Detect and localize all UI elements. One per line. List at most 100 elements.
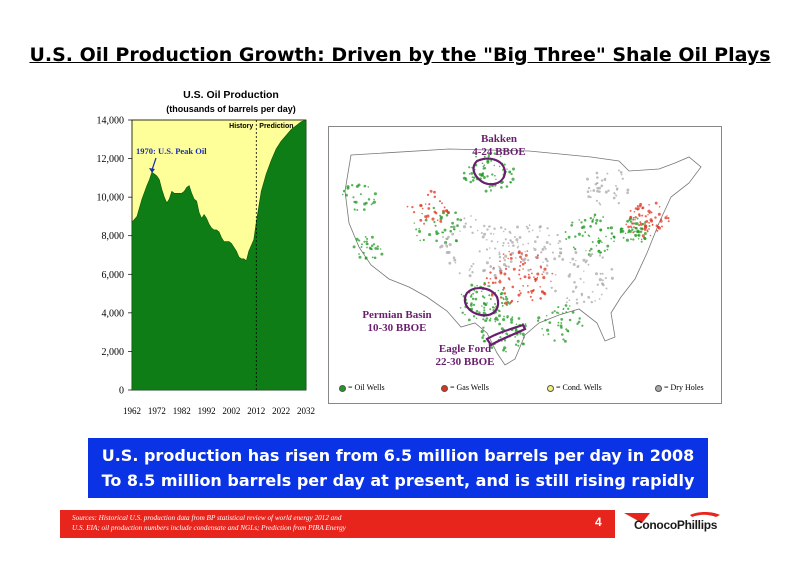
well-dot: [620, 173, 623, 176]
well-dot: [495, 178, 497, 181]
well-dot: [650, 219, 654, 223]
well-dot: [424, 215, 428, 219]
well-dot: [463, 217, 466, 220]
well-dot: [658, 206, 661, 208]
well-dot: [547, 333, 550, 336]
well-dot: [657, 212, 661, 216]
well-dot: [551, 272, 554, 275]
well-dot: [502, 257, 505, 259]
x-tick-label: 1992: [198, 406, 216, 416]
well-dot: [502, 253, 505, 255]
well-dot: [489, 271, 492, 274]
legend-cond-wells: = Cond. Wells: [547, 383, 602, 392]
well-dot: [488, 225, 491, 228]
well-dot: [425, 217, 428, 220]
well-dot: [605, 287, 608, 290]
well-dot: [595, 171, 599, 175]
well-dot: [371, 202, 374, 205]
well-dot: [485, 277, 488, 280]
bakken-name: Bakken: [480, 133, 518, 145]
well-dot: [483, 232, 487, 236]
well-dot: [531, 299, 534, 302]
y-tick-label: 2,000: [102, 347, 125, 358]
well-dot: [501, 340, 503, 343]
well-dot: [606, 172, 609, 175]
well-dot: [615, 187, 619, 191]
well-dot: [527, 276, 531, 280]
well-dot: [628, 218, 631, 222]
well-dot: [462, 225, 467, 229]
well-dot: [468, 166, 471, 169]
well-dot: [494, 316, 498, 320]
well-dot: [631, 228, 634, 231]
well-dot: [483, 155, 486, 158]
well-dot: [483, 282, 487, 286]
well-dot: [367, 198, 371, 201]
well-dot: [557, 306, 560, 309]
well-dot: [487, 285, 489, 287]
well-dot: [428, 203, 431, 206]
well-dot: [509, 239, 512, 242]
well-dot: [423, 222, 426, 225]
well-dot: [376, 247, 379, 251]
well-dot: [429, 189, 433, 193]
well-dot: [503, 272, 507, 276]
well-dot: [471, 179, 475, 182]
well-dot: [589, 225, 592, 228]
well-dot: [471, 297, 475, 301]
well-dot: [450, 225, 453, 228]
production-area: [131, 119, 307, 391]
well-dot: [660, 225, 664, 228]
well-dot: [445, 250, 449, 255]
well-dot: [533, 276, 535, 278]
well-dot: [634, 207, 638, 210]
well-dot: [527, 273, 530, 276]
well-dot: [586, 177, 589, 181]
well-dot: [560, 318, 564, 321]
well-dot: [530, 289, 533, 293]
well-dot: [527, 290, 530, 294]
well-dot: [518, 289, 521, 292]
well-dot: [494, 276, 498, 280]
well-dot: [470, 283, 474, 287]
well-dot: [448, 261, 452, 265]
well-dot: [487, 155, 490, 158]
well-dot: [617, 169, 621, 172]
well-dot: [507, 257, 509, 260]
well-dot: [610, 232, 614, 235]
well-dot: [453, 225, 456, 229]
well-dot: [490, 232, 492, 235]
well-dot: [533, 248, 537, 252]
well-dot: [576, 322, 579, 325]
well-dot: [484, 319, 487, 322]
well-dot: [473, 176, 476, 179]
well-dot: [524, 251, 526, 253]
well-dot: [615, 184, 617, 187]
well-dot: [598, 190, 601, 193]
well-dot: [528, 224, 531, 227]
well-dot: [599, 203, 602, 206]
well-dot: [510, 181, 512, 184]
well-dot: [521, 262, 525, 266]
well-dot: [580, 221, 583, 224]
well-dot: [565, 238, 568, 240]
permian-label: Permian Basin 10-30 BBOE: [347, 309, 447, 335]
well-dot: [454, 211, 457, 215]
well-dot: [591, 219, 594, 222]
well-dot: [492, 233, 495, 235]
footer-sources: Sources: Historical U.S. production data…: [72, 513, 542, 533]
well-dot: [491, 281, 495, 285]
well-dot: [597, 249, 600, 252]
well-dot: [369, 247, 372, 251]
well-dot: [536, 235, 539, 239]
well-dot: [666, 215, 668, 217]
well-dot: [449, 229, 452, 233]
well-dot: [522, 285, 525, 287]
well-dot: [448, 243, 452, 247]
well-dot: [498, 322, 502, 326]
well-dot: [591, 253, 594, 256]
peak-oil-arrow-icon: [149, 168, 155, 173]
well-dot: [363, 202, 367, 206]
well-dot: [587, 263, 590, 266]
well-dot: [577, 232, 581, 236]
